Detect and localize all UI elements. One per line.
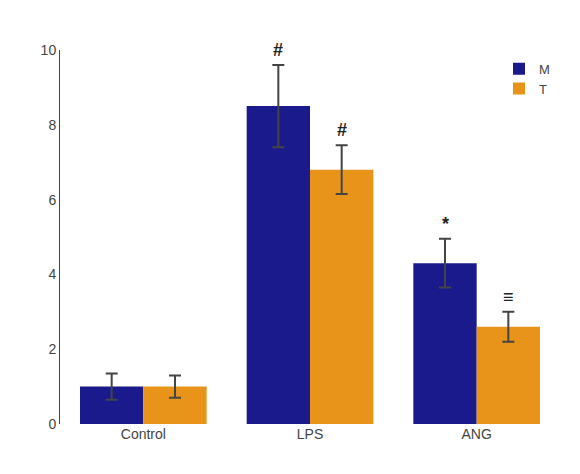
svg-text:#: # [273,40,283,60]
svg-text:10: 10 [41,42,57,58]
svg-text:#: # [337,120,347,140]
svg-text:Control: Control [121,426,166,442]
svg-text:2: 2 [48,341,56,357]
svg-text:LPS: LPS [297,426,323,442]
svg-text:≡: ≡ [503,287,514,307]
svg-text:T: T [539,82,547,97]
svg-text:4: 4 [48,266,56,282]
svg-text:ANG: ANG [461,426,491,442]
svg-text:*: * [442,214,449,234]
svg-text:8: 8 [48,117,56,133]
svg-text:M: M [539,62,550,77]
svg-text:0: 0 [48,416,56,432]
svg-text:6: 6 [48,192,56,208]
